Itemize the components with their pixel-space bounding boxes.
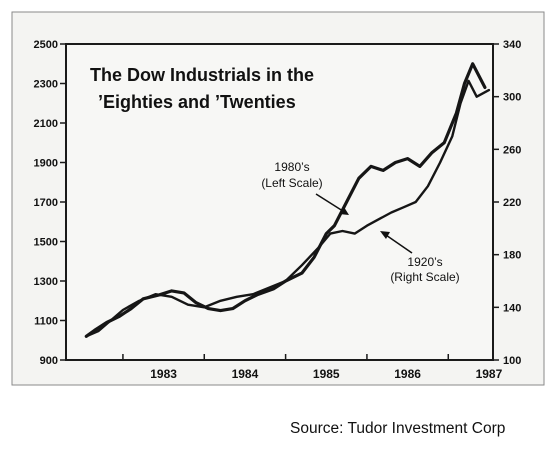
left-tick-label: 900 — [40, 355, 58, 367]
data-point — [301, 264, 303, 267]
data-point — [488, 89, 490, 91]
data-point — [170, 290, 173, 292]
data-point — [329, 232, 332, 235]
left-tick-label: 2100 — [34, 118, 58, 130]
data-point — [195, 301, 197, 304]
data-point — [439, 161, 441, 164]
annotation-1980s-line2: (Left Scale) — [261, 176, 322, 190]
data-point — [187, 303, 189, 306]
data-point — [402, 206, 405, 209]
data-point — [97, 330, 100, 332]
data-point — [170, 296, 173, 298]
left-tick-label: 1500 — [34, 237, 58, 249]
data-point — [414, 201, 417, 203]
data-point — [118, 315, 120, 318]
data-point — [406, 157, 409, 160]
plot-area — [65, 43, 494, 361]
right-tick-label: 100 — [503, 355, 521, 367]
right-tick-label: 260 — [503, 144, 521, 156]
data-point — [256, 294, 258, 296]
data-point — [358, 177, 360, 180]
data-point — [244, 300, 246, 302]
data-point — [382, 169, 385, 172]
annotation-1920s-arrowhead — [380, 231, 390, 239]
data-point — [463, 82, 466, 85]
data-point — [219, 300, 222, 302]
data-point — [353, 232, 356, 235]
data-point — [443, 142, 446, 144]
data-point — [203, 306, 206, 309]
data-point — [484, 86, 486, 89]
data-point — [154, 293, 157, 296]
x-tick-label: 1985 — [313, 367, 340, 381]
left-tick-label: 1700 — [34, 197, 58, 209]
annotation-1920s-arrow — [382, 232, 413, 254]
x-tick-label: 1983 — [150, 367, 177, 381]
annotation-1920s-line2: (Right Scale) — [390, 270, 459, 284]
left-tick-label: 1100 — [34, 316, 58, 328]
data-point — [252, 293, 254, 296]
data-point — [333, 224, 336, 227]
data-point — [85, 335, 88, 338]
annotation-1980s-arrow — [315, 193, 347, 214]
left-tick-label: 2500 — [34, 39, 58, 51]
chart-title-line2: ’Eighties and ’Twenties — [98, 92, 296, 112]
data-point — [394, 161, 397, 164]
data-point — [431, 151, 433, 154]
data-point — [138, 300, 140, 302]
data-point — [313, 256, 315, 259]
data-point — [471, 63, 474, 65]
data-point — [268, 286, 271, 289]
right-tick-label: 140 — [503, 302, 521, 314]
data-point — [419, 165, 421, 168]
data-point — [341, 230, 344, 232]
data-point — [475, 95, 478, 98]
data-point — [366, 224, 368, 227]
data-point — [451, 135, 454, 137]
data-point — [236, 296, 238, 298]
x-axis: 1983 1984 1985 1986 1987 — [122, 354, 503, 381]
data-point — [459, 102, 462, 105]
data-point — [301, 272, 303, 274]
right-tick-label: 180 — [503, 250, 521, 262]
left-axis: 900 1100 1300 1500 1700 1900 2100 2300 2500 — [34, 39, 66, 367]
right-tick-label: 340 — [503, 39, 521, 51]
x-tick-label: 1984 — [232, 367, 259, 381]
annotation-1980s-line1: 1980’s — [274, 160, 309, 174]
data-point — [378, 218, 380, 220]
right-axis: 100 140 180 220 260 300 340 — [493, 39, 521, 367]
data-point — [183, 292, 185, 294]
source-caption: Source: Tudor Investment Corp — [290, 420, 506, 437]
x-tick-label: 1986 — [394, 367, 421, 381]
left-tick-label: 2300 — [34, 79, 58, 91]
x-tick-label: 1987 — [476, 367, 503, 381]
data-point — [427, 185, 429, 187]
data-point — [272, 288, 275, 290]
data-point — [467, 80, 470, 82]
data-point — [219, 309, 222, 312]
left-tick-label: 1900 — [34, 158, 58, 170]
data-point — [109, 319, 112, 322]
chart-title-line1: The Dow Industrials in the — [90, 65, 314, 85]
data-point — [207, 307, 210, 310]
data-point — [325, 232, 328, 235]
series-group — [84, 62, 491, 338]
data-point — [231, 307, 234, 310]
data-point — [317, 247, 319, 249]
data-point — [130, 307, 132, 310]
data-point — [345, 201, 348, 203]
right-tick-label: 220 — [503, 197, 521, 209]
data-point — [122, 309, 124, 311]
data-point — [284, 280, 287, 282]
data-point — [93, 329, 96, 332]
data-point — [390, 211, 393, 214]
annotation-1980s-arrowhead — [339, 207, 349, 215]
left-tick-label: 1300 — [34, 276, 58, 288]
annotation-1920s-line1: 1920’s — [407, 255, 442, 269]
data-point — [370, 165, 372, 168]
right-tick-label: 300 — [503, 92, 521, 104]
